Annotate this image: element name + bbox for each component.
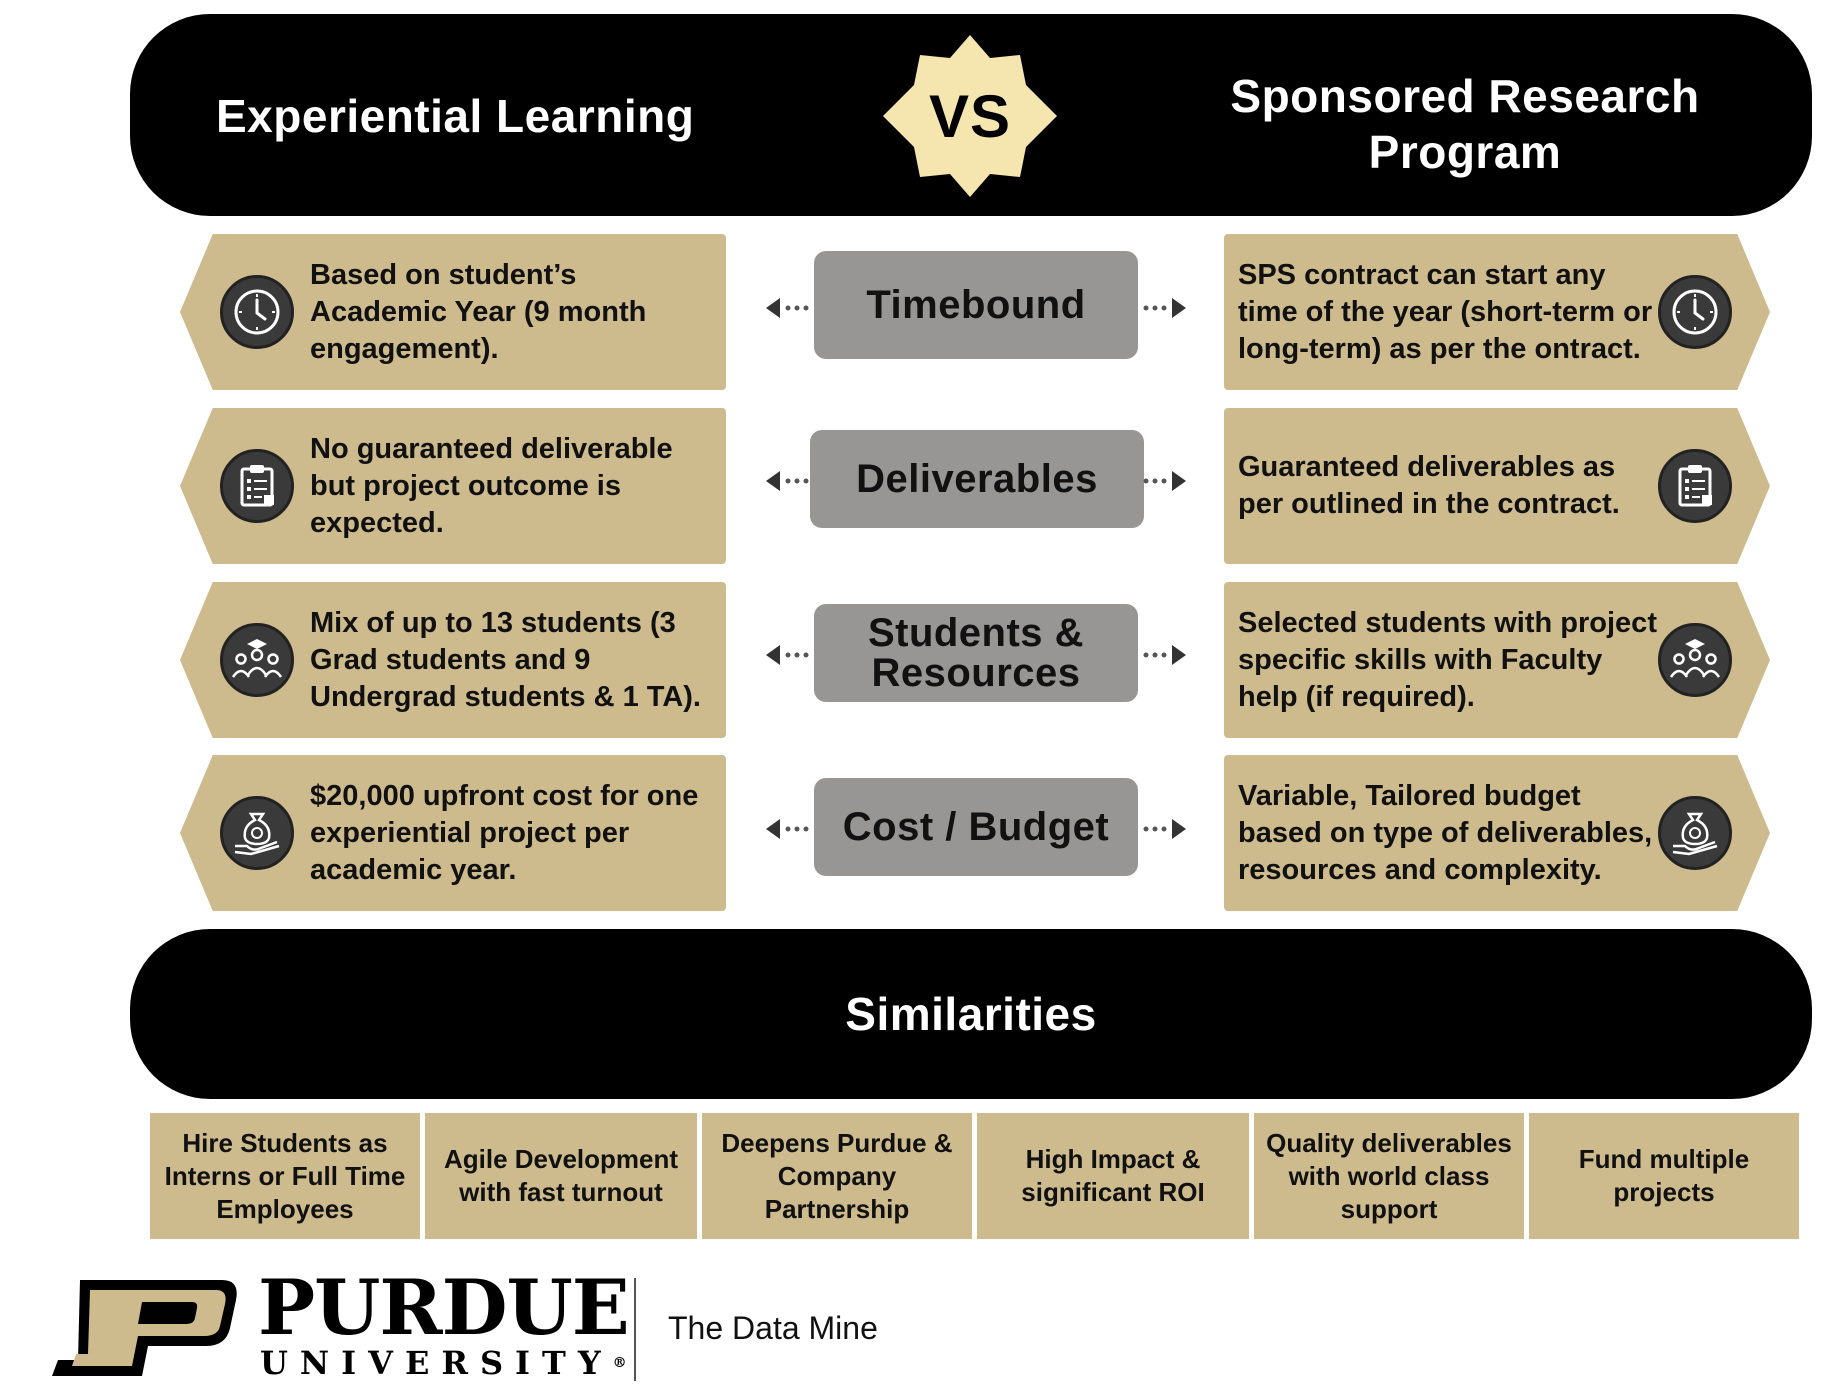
- similarities-banner: Similarities: [130, 929, 1812, 1099]
- deliverables-right-text: Guaranteed deliverables as per outlined …: [1238, 451, 1620, 520]
- similarity-item: Agile Development with fast turnout: [425, 1113, 697, 1239]
- money-bag-hand-icon: [220, 796, 294, 870]
- students-right-text: Selected students with project specific …: [1238, 606, 1657, 713]
- clock-icon: [1658, 275, 1732, 349]
- right-arrow-icon: [1143, 819, 1186, 839]
- left-arrow-icon: [766, 298, 809, 318]
- cost-left-card: $20,000 upfront cost for one experientia…: [180, 755, 726, 911]
- left-arrow-icon: [766, 645, 809, 665]
- experiential-learning-title: Experiential Learning: [216, 90, 695, 142]
- deliverables-pill: Deliverables: [810, 430, 1144, 528]
- purdue-p-logo: [52, 1280, 237, 1376]
- timebound-right-card: SPS contract can start any time of the y…: [1224, 234, 1770, 390]
- cost-right-card: Variable, Tailored budget based on type …: [1224, 755, 1770, 911]
- students-icon: [1658, 623, 1732, 697]
- similarity-item: Deepens Purdue & Company Partnership: [702, 1113, 972, 1239]
- timebound-left-text: Based on student’s Academic Year (9 mont…: [310, 258, 647, 365]
- right-arrow-icon: [1143, 298, 1186, 318]
- registered-mark: ®: [612, 1355, 627, 1371]
- students-icon: [220, 623, 294, 697]
- deliverables-left-text: No guaranteed deliverable but project ou…: [310, 432, 673, 539]
- timebound-left-card: Based on student’s Academic Year (9 mont…: [180, 234, 726, 390]
- clipboard-icon: [220, 449, 294, 523]
- data-mine-label: The Data Mine: [668, 1310, 878, 1346]
- left-arrow-icon: [766, 471, 809, 491]
- students-left-text: Mix of up to 13 students (3 Grad student…: [310, 606, 701, 713]
- purdue-wordmark: PURDUE: [258, 1263, 630, 1352]
- sponsored-research-title: Sponsored Research Program: [1230, 70, 1700, 178]
- vs-label: VS: [928, 82, 1012, 150]
- university-label: UNIVERSITY: [260, 1344, 613, 1382]
- left-arrow-icon: [766, 819, 809, 839]
- similarities-title: Similarities: [845, 988, 1097, 1040]
- deliverables-left-card: No guaranteed deliverable but project ou…: [180, 408, 726, 564]
- students-right-card: Selected students with project specific …: [1224, 582, 1770, 738]
- cost-right-text: Variable, Tailored budget based on type …: [1238, 779, 1653, 886]
- right-arrow-icon: [1143, 645, 1186, 665]
- timebound-right-text: SPS contract can start any time of the y…: [1238, 258, 1653, 365]
- clipboard-icon: [1658, 449, 1732, 523]
- clock-icon: [220, 275, 294, 349]
- vs-badge: VS: [879, 33, 1061, 199]
- students-left-card: Mix of up to 13 students (3 Grad student…: [180, 582, 726, 738]
- university-wordmark: UNIVERSITY®: [260, 1346, 627, 1380]
- money-bag-hand-icon: [1658, 796, 1732, 870]
- students-resources-pill: Students & Resources: [814, 604, 1138, 702]
- right-arrow-icon: [1143, 471, 1186, 491]
- cost-budget-pill: Cost / Budget: [814, 778, 1138, 876]
- deliverables-right-card: Guaranteed deliverables as per outlined …: [1224, 408, 1770, 564]
- similarity-item: Fund multiple projects: [1529, 1113, 1799, 1239]
- similarity-item: Hire Students as Interns or Full Time Em…: [150, 1113, 420, 1239]
- similarity-item: High Impact & significant ROI: [977, 1113, 1249, 1239]
- timebound-pill: Timebound: [814, 251, 1138, 359]
- cost-left-text: $20,000 upfront cost for one experientia…: [310, 779, 699, 886]
- footer-divider: [634, 1278, 636, 1381]
- starburst-icon: [883, 35, 1057, 197]
- similarity-item: Quality deliverables with world class su…: [1254, 1113, 1524, 1239]
